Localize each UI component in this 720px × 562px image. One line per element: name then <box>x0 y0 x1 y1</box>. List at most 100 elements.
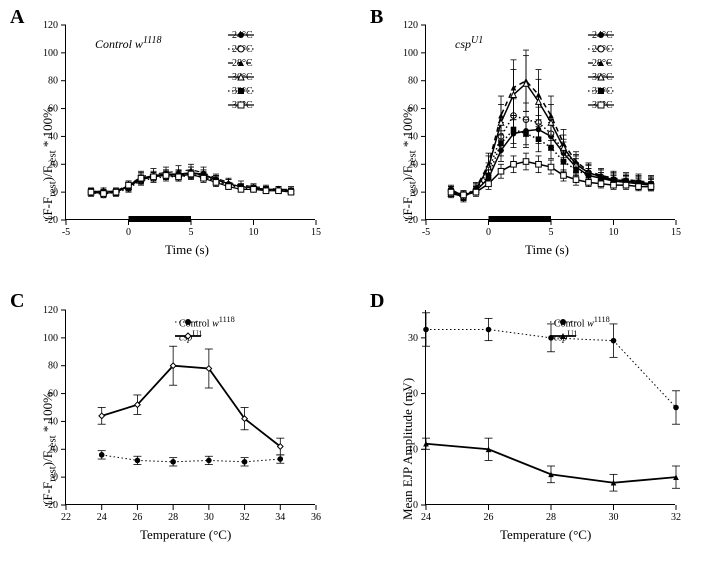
svg-text:80: 80 <box>48 76 58 87</box>
svg-text:60: 60 <box>408 104 418 115</box>
legend-item: 30°C <box>228 70 253 84</box>
svg-text:32: 32 <box>240 512 250 523</box>
legend-swatch-icon <box>228 29 256 41</box>
svg-text:24: 24 <box>97 512 107 523</box>
panel-c-legend: Control w1118 cspU1 <box>175 315 235 343</box>
legend-item: 24°C <box>588 28 613 42</box>
svg-text:30: 30 <box>408 333 418 344</box>
svg-text:-20: -20 <box>405 215 418 226</box>
svg-text:30: 30 <box>609 512 619 523</box>
panel-d-legend: Control w1118 cspU1 <box>550 315 610 343</box>
panel-b-xlabel: Time (s) <box>525 242 569 258</box>
svg-text:26: 26 <box>484 512 494 523</box>
svg-text:40: 40 <box>48 131 58 142</box>
svg-text:34: 34 <box>275 512 285 523</box>
panel-b-label: B <box>370 6 383 29</box>
scientific-figure-4panel: A (F-Frest)/Frest * 100% -20020406080100… <box>0 0 720 562</box>
panel-d-xlabel: Temperature (°C) <box>500 527 591 543</box>
legend-item: 32°C <box>228 84 253 98</box>
legend-swatch-icon <box>588 43 616 55</box>
legend-swatch-icon <box>550 316 578 328</box>
legend-item: Control w1118 <box>175 315 235 329</box>
legend-item: 32°C <box>588 84 613 98</box>
panel-b-svg: -20020406080100120-5051015 <box>426 25 676 220</box>
svg-text:-20: -20 <box>45 215 58 226</box>
svg-text:60: 60 <box>48 104 58 115</box>
svg-text:80: 80 <box>408 76 418 87</box>
svg-text:100: 100 <box>43 333 58 344</box>
svg-text:40: 40 <box>408 131 418 142</box>
legend-swatch-icon <box>228 85 256 97</box>
svg-text:28: 28 <box>168 512 178 523</box>
legend-swatch-icon <box>588 99 616 111</box>
svg-text:20: 20 <box>48 444 58 455</box>
svg-text:60: 60 <box>48 389 58 400</box>
legend-swatch-icon <box>175 316 203 328</box>
panel-a-label: A <box>10 6 24 29</box>
legend-item: cspU1 <box>175 329 235 343</box>
svg-text:5: 5 <box>189 227 194 238</box>
panel-a-annotation: Control w1118 <box>95 35 161 52</box>
svg-text:-5: -5 <box>62 227 70 238</box>
svg-text:10: 10 <box>408 444 418 455</box>
svg-text:10: 10 <box>609 227 619 238</box>
svg-text:32: 32 <box>671 512 681 523</box>
panel-a-legend: 24°C 26°C 28°C 30°C 32°C <box>228 28 253 112</box>
svg-text:100: 100 <box>403 48 418 59</box>
svg-text:-20: -20 <box>45 500 58 511</box>
svg-text:-5: -5 <box>422 227 430 238</box>
legend-item: 26°C <box>588 42 613 56</box>
legend-item: cspU1 <box>550 329 610 343</box>
svg-text:10: 10 <box>249 227 259 238</box>
svg-text:20: 20 <box>48 159 58 170</box>
svg-text:28: 28 <box>546 512 556 523</box>
svg-text:0: 0 <box>486 227 491 238</box>
legend-swatch-icon <box>588 71 616 83</box>
legend-item: Control w1118 <box>550 315 610 329</box>
legend-swatch-icon <box>588 57 616 69</box>
svg-text:5: 5 <box>549 227 554 238</box>
legend-item: 26°C <box>228 42 253 56</box>
svg-text:0: 0 <box>53 472 58 483</box>
panel-a-chart: -20020406080100120-5051015 <box>65 25 315 220</box>
svg-text:120: 120 <box>403 20 418 31</box>
legend-swatch-icon <box>228 57 256 69</box>
svg-text:80: 80 <box>48 361 58 372</box>
svg-text:0: 0 <box>53 187 58 198</box>
panel-b-annotation: cspU1 <box>455 35 483 52</box>
panel-d-label: D <box>370 290 384 313</box>
panel-b-chart: -20020406080100120-5051015 <box>425 25 675 220</box>
svg-text:0: 0 <box>413 500 418 511</box>
svg-text:120: 120 <box>43 20 58 31</box>
svg-text:24: 24 <box>421 512 431 523</box>
legend-swatch-icon <box>550 330 578 342</box>
legend-item: 34°C <box>588 98 613 112</box>
svg-text:0: 0 <box>126 227 131 238</box>
svg-text:100: 100 <box>43 48 58 59</box>
legend-item: 24°C <box>228 28 253 42</box>
legend-swatch-icon <box>175 330 203 342</box>
panel-c-xlabel: Temperature (°C) <box>140 527 231 543</box>
legend-swatch-icon <box>228 99 256 111</box>
svg-text:26: 26 <box>132 512 142 523</box>
legend-swatch-icon <box>228 43 256 55</box>
panel-b-legend: 24°C 26°C 28°C 30°C 32°C <box>588 28 613 112</box>
svg-text:15: 15 <box>311 227 321 238</box>
svg-text:40: 40 <box>48 416 58 427</box>
svg-text:15: 15 <box>671 227 681 238</box>
legend-item: 34°C <box>228 98 253 112</box>
panel-a-svg: -20020406080100120-5051015 <box>66 25 316 220</box>
svg-text:22: 22 <box>61 512 71 523</box>
svg-text:30: 30 <box>204 512 214 523</box>
panel-a-xlabel: Time (s) <box>165 242 209 258</box>
legend-item: 30°C <box>588 70 613 84</box>
svg-text:36: 36 <box>311 512 321 523</box>
svg-text:0: 0 <box>413 187 418 198</box>
legend-item: 28°C <box>588 56 613 70</box>
panel-c-label: C <box>10 290 24 313</box>
legend-swatch-icon <box>228 71 256 83</box>
svg-text:120: 120 <box>43 305 58 316</box>
svg-text:20: 20 <box>408 159 418 170</box>
legend-item: 28°C <box>228 56 253 70</box>
legend-swatch-icon <box>588 85 616 97</box>
